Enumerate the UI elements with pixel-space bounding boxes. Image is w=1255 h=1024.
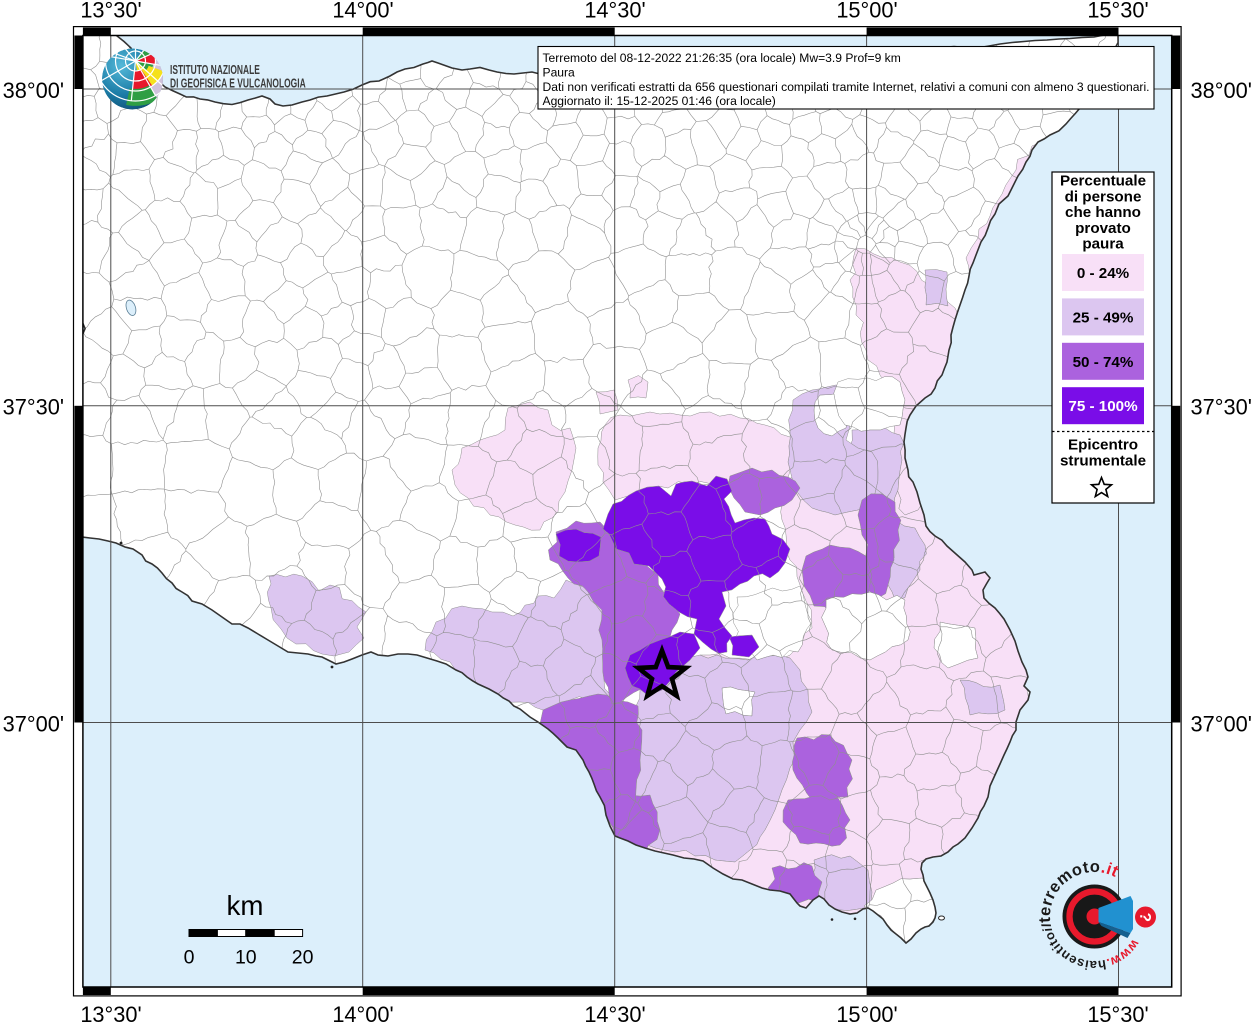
- svg-text:20: 20: [292, 947, 314, 969]
- svg-text:13°30': 13°30': [80, 1002, 141, 1024]
- svg-text:37°30': 37°30': [3, 395, 64, 420]
- svg-text:14°30': 14°30': [584, 0, 645, 23]
- svg-text:Percentuale: Percentuale: [1060, 173, 1146, 190]
- svg-text:strumentale: strumentale: [1060, 453, 1146, 470]
- svg-text:Aggiornato il: 15-12-2025 01:4: Aggiornato il: 15-12-2025 01:46 (ora loc…: [543, 94, 776, 108]
- svg-text:37°30': 37°30': [1191, 395, 1252, 420]
- svg-text:che hanno: che hanno: [1065, 204, 1141, 221]
- svg-text:38°00': 38°00': [3, 78, 64, 103]
- svg-text:0 - 24%: 0 - 24%: [1077, 265, 1130, 282]
- svg-text:75 - 100%: 75 - 100%: [1068, 398, 1138, 415]
- svg-text:Epicentro: Epicentro: [1068, 437, 1138, 454]
- svg-text:paura: paura: [1082, 236, 1124, 253]
- svg-text:Dati non verificati estratti d: Dati non verificati estratti da 656 ques…: [543, 80, 1150, 94]
- svg-text:37°00': 37°00': [1191, 711, 1252, 736]
- svg-text:?: ?: [1136, 911, 1154, 922]
- svg-text:10: 10: [235, 947, 257, 969]
- svg-text:14°00': 14°00': [332, 0, 393, 23]
- svg-text:14°00': 14°00': [332, 1002, 393, 1024]
- svg-text:DI GEOFISICA E VULCANOLOGIA: DI GEOFISICA E VULCANOLOGIA: [170, 77, 306, 91]
- svg-text:15°30': 15°30': [1087, 1002, 1148, 1024]
- svg-text:Paura: Paura: [543, 65, 576, 79]
- svg-text:provato: provato: [1075, 220, 1131, 237]
- svg-text:15°00': 15°00': [836, 0, 897, 23]
- svg-text:Terremoto del 08-12-2022 21:26: Terremoto del 08-12-2022 21:26:35 (ora l…: [543, 51, 901, 65]
- svg-text:km: km: [227, 890, 264, 921]
- svg-text:15°30': 15°30': [1087, 0, 1148, 23]
- svg-text:0: 0: [184, 947, 195, 969]
- svg-text:37°00': 37°00': [3, 711, 64, 736]
- svg-text:ISTITUTO NAZIONALE: ISTITUTO NAZIONALE: [170, 63, 260, 77]
- svg-text:di persone: di persone: [1065, 188, 1142, 205]
- svg-text:50 - 74%: 50 - 74%: [1073, 354, 1134, 371]
- svg-text:14°30': 14°30': [584, 1002, 645, 1024]
- svg-text:25 - 49%: 25 - 49%: [1073, 309, 1134, 326]
- svg-text:38°00': 38°00': [1191, 78, 1252, 103]
- svg-text:15°00': 15°00': [836, 1002, 897, 1024]
- svg-text:13°30': 13°30': [80, 0, 141, 23]
